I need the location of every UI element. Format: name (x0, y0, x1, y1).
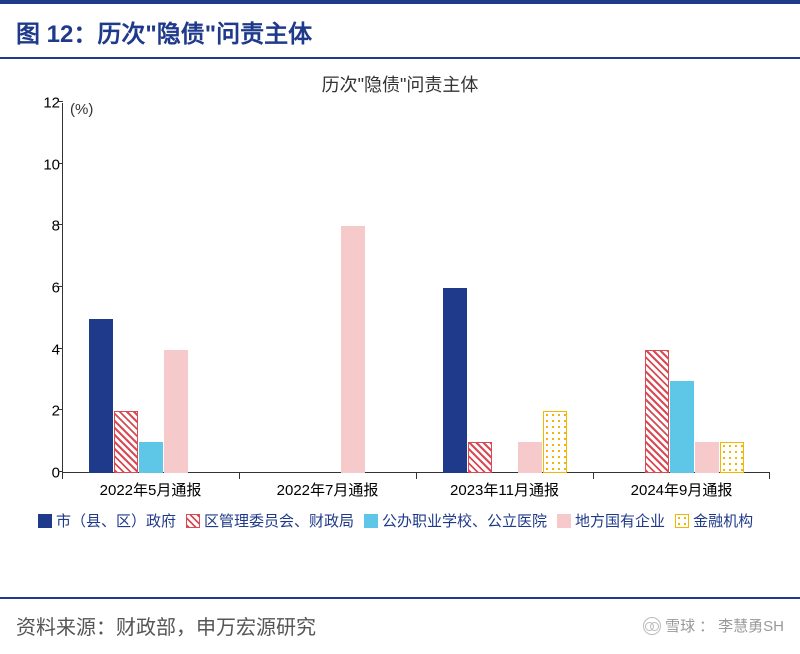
y-tick-label: 2 (30, 403, 60, 420)
legend-item-soe: 地方国有企业 (557, 510, 665, 531)
legend-label: 市（县、区）政府 (56, 510, 176, 531)
xueqiu-icon (643, 617, 661, 635)
bar-gov (89, 319, 113, 473)
legend-label: 公办职业学校、公立医院 (382, 510, 547, 531)
figure-container: { "figure": { "number_label": "图 12：", "… (0, 0, 800, 654)
bar-soe (164, 350, 188, 473)
bar-school (670, 381, 694, 474)
figure-title: 图 12：历次"隐债"问责主体 (16, 21, 312, 48)
bar-groups (62, 103, 770, 473)
y-tick-label: 4 (30, 341, 60, 358)
source-text-wrap: 资料来源：财政部，申万宏源研究 (16, 611, 316, 640)
legend-label: 地方国有企业 (575, 510, 665, 531)
legend: 市（县、区）政府 区管理委员会、财政局 公办职业学校、公立医院 地方国有企业 金融机构 (20, 500, 780, 537)
watermark: 雪球 ： 李慧勇SH (643, 615, 784, 636)
legend-item-school: 公办职业学校、公立医院 (364, 510, 547, 531)
y-axis: 024681012 (30, 103, 60, 473)
bar-group (416, 103, 593, 473)
bar-group (593, 103, 770, 473)
watermark-author: 李慧勇SH (718, 615, 784, 636)
bar-soe (518, 442, 542, 473)
chart-area: 历次"隐债"问责主体 (%) 024681012 2022年5月通报2022年7… (0, 59, 800, 597)
legend-item-admin: 区管理委员会、财政局 (186, 510, 354, 531)
bar-soe (341, 226, 365, 473)
bar-fin (720, 442, 744, 473)
watermark-site: 雪球 (665, 615, 695, 636)
bar-group (239, 103, 416, 473)
y-tick-label: 8 (30, 218, 60, 235)
bar-admin (468, 442, 492, 473)
bar-fin (543, 411, 567, 473)
y-tick-label: 10 (30, 156, 60, 173)
legend-swatch (557, 514, 571, 528)
source-text: 财政部，申万宏源研究 (116, 617, 316, 639)
x-tick-label: 2022年7月通报 (239, 473, 416, 500)
bar-admin (645, 350, 669, 473)
legend-label: 金融机构 (693, 510, 753, 531)
bar-group (62, 103, 239, 473)
source-bar: 资料来源：财政部，申万宏源研究 雪球 ： 李慧勇SH (0, 597, 800, 654)
legend-swatch (38, 514, 52, 528)
figure-title-bar: 图 12：历次"隐债"问责主体 (0, 0, 800, 59)
source-label: 资料来源： (16, 617, 116, 639)
bar-school (139, 442, 163, 473)
x-tick-label: 2023年11月通报 (416, 473, 593, 500)
plot: (%) 024681012 (62, 103, 770, 473)
legend-swatch (675, 514, 689, 528)
watermark-sep: ： (699, 615, 714, 636)
y-tick-label: 12 (30, 95, 60, 112)
legend-item-gov: 市（县、区）政府 (38, 510, 176, 531)
bar-admin (114, 411, 138, 473)
x-tick-label: 2022年5月通报 (62, 473, 239, 500)
bar-gov (443, 288, 467, 473)
legend-label: 区管理委员会、财政局 (204, 510, 354, 531)
y-tick-label: 6 (30, 280, 60, 297)
chart-subtitle: 历次"隐债"问责主体 (20, 71, 780, 97)
figure-title-text: 历次"隐债"问责主体 (97, 21, 312, 48)
x-tick-label: 2024年9月通报 (593, 473, 770, 500)
legend-item-fin: 金融机构 (675, 510, 753, 531)
bar-soe (695, 442, 719, 473)
plot-wrap: (%) 024681012 2022年5月通报2022年7月通报2023年11月… (20, 103, 780, 500)
y-tick-label: 0 (30, 465, 60, 482)
figure-number: 图 12： (16, 21, 97, 48)
legend-swatch (364, 514, 378, 528)
legend-swatch (186, 514, 200, 528)
